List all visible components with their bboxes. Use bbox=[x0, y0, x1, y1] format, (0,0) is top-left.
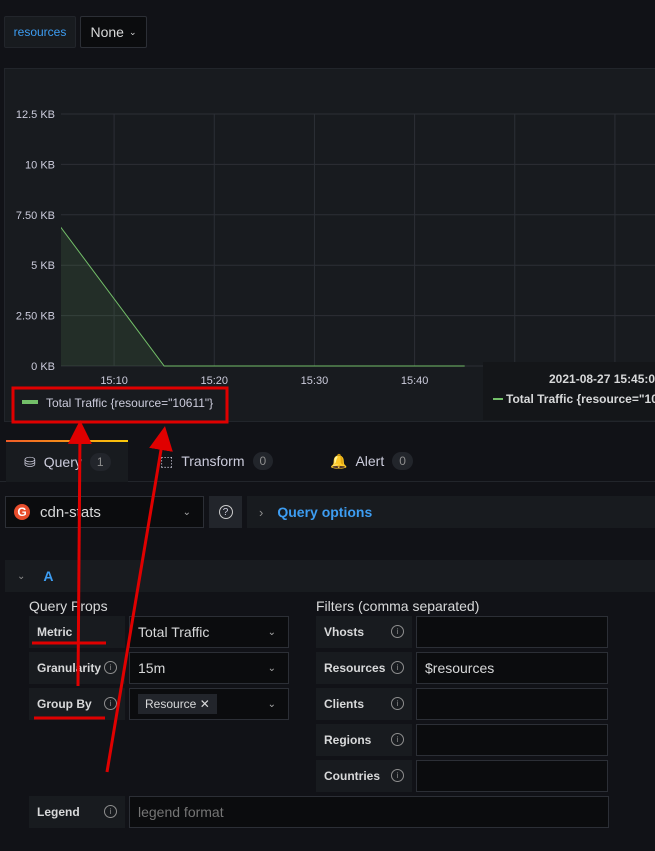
filter-input-vhosts[interactable] bbox=[416, 616, 608, 648]
filter-label-resources: Resources i bbox=[316, 652, 412, 684]
filter-input-countries[interactable] bbox=[416, 760, 608, 792]
granularity-label: Granularity i bbox=[29, 652, 125, 684]
tooltip-series: Total Traffic {resource="106 bbox=[493, 392, 655, 406]
query-props-title: Query Props bbox=[29, 598, 108, 614]
chevron-down-icon: ⌄ bbox=[267, 626, 276, 638]
chevron-down-icon: ⌄ bbox=[267, 698, 276, 710]
collapse-chevron-icon: ⌄ bbox=[17, 570, 26, 582]
x-tick-label: 15:10 bbox=[100, 375, 128, 387]
series-line bbox=[61, 226, 465, 367]
alert-count-badge: 0 bbox=[392, 452, 413, 470]
group-by-tag: Resource ✕ bbox=[138, 694, 217, 714]
y-tick-label: 10 KB bbox=[25, 159, 55, 171]
info-icon: i bbox=[104, 697, 117, 710]
filter-input-clients[interactable] bbox=[416, 688, 608, 720]
info-icon: i bbox=[391, 661, 404, 674]
series-area bbox=[61, 227, 465, 366]
legend-swatch bbox=[22, 400, 38, 404]
info-icon: i bbox=[391, 697, 404, 710]
tab-query[interactable]: ⛁ Query 1 bbox=[6, 440, 128, 482]
info-icon: i bbox=[104, 661, 117, 674]
datasource-logo-icon: G bbox=[14, 504, 30, 520]
help-icon: ? bbox=[218, 505, 233, 519]
granularity-select[interactable]: 15m ⌄ bbox=[129, 652, 289, 684]
legend-label: Legend i bbox=[29, 796, 125, 828]
info-icon: i bbox=[391, 769, 404, 782]
chevron-down-icon: ⌄ bbox=[267, 662, 276, 674]
variable-select[interactable]: None ⌄ bbox=[80, 16, 147, 48]
info-icon: i bbox=[391, 625, 404, 638]
y-tick-label: 7.50 KB bbox=[16, 210, 55, 222]
remove-tag-icon[interactable]: ✕ bbox=[199, 697, 210, 711]
filter-input-regions[interactable] bbox=[416, 724, 608, 756]
legend-format-input[interactable] bbox=[129, 796, 609, 828]
annotation-arrow bbox=[105, 426, 173, 773]
query-options-toggle[interactable]: › Query options bbox=[247, 496, 655, 528]
x-tick-label: 15:40 bbox=[401, 375, 429, 387]
query-count-badge: 1 bbox=[89, 453, 111, 471]
chevron-right-icon: › bbox=[259, 504, 264, 520]
tooltip: 2021-08-27 15:45:0 Total Traffic {resour… bbox=[483, 362, 655, 420]
y-tick-label: 5 KB bbox=[31, 260, 55, 272]
group-by-label: Group By i bbox=[29, 688, 125, 720]
chevron-down-icon: ⌄ bbox=[182, 506, 191, 518]
legend-item[interactable]: Total Traffic {resource="10611"} bbox=[46, 396, 213, 410]
filter-label-countries: Countries i bbox=[316, 760, 412, 792]
editor-tabs: ⛁ Query 1 ⬚ Transform 0 🔔 Alert 0 bbox=[0, 436, 655, 482]
metric-select[interactable]: Total Traffic ⌄ bbox=[129, 616, 289, 648]
filters-title: Filters (comma separated) bbox=[316, 598, 480, 614]
x-tick-label: 15:30 bbox=[301, 375, 329, 387]
query-row-header[interactable]: ⌄ A bbox=[5, 560, 655, 592]
database-icon: ⛁ bbox=[24, 453, 36, 470]
x-tick-label: 15:20 bbox=[200, 375, 228, 387]
bell-icon: 🔔 bbox=[330, 452, 348, 469]
filter-label-clients: Clients i bbox=[316, 688, 412, 720]
tab-transform[interactable]: ⬚ Transform 0 bbox=[160, 440, 274, 482]
filter-label-vhosts: Vhosts i bbox=[316, 616, 412, 648]
transform-icon: ⬚ bbox=[160, 452, 174, 469]
tooltip-time: 2021-08-27 15:45:0 bbox=[549, 372, 655, 386]
chevron-down-icon: ⌄ bbox=[128, 26, 137, 37]
metric-label: Metric bbox=[29, 616, 125, 648]
y-tick-label: 0 KB bbox=[31, 361, 55, 373]
transform-count-badge: 0 bbox=[252, 452, 274, 470]
filter-label-regions: Regions i bbox=[316, 724, 412, 756]
info-icon: i bbox=[391, 733, 404, 746]
variable-value: None bbox=[90, 24, 124, 40]
group-by-select[interactable]: Resource ✕ ⌄ bbox=[129, 688, 289, 720]
variable-label: resources bbox=[4, 16, 76, 48]
help-button[interactable]: ? bbox=[209, 496, 242, 528]
tab-alert[interactable]: 🔔 Alert 0 bbox=[330, 440, 413, 482]
info-icon: i bbox=[104, 805, 117, 818]
y-tick-label: 2.50 KB bbox=[16, 311, 55, 323]
filter-input-resources[interactable]: $resources bbox=[416, 652, 608, 684]
y-tick-label: 12.5 KB bbox=[16, 109, 55, 121]
